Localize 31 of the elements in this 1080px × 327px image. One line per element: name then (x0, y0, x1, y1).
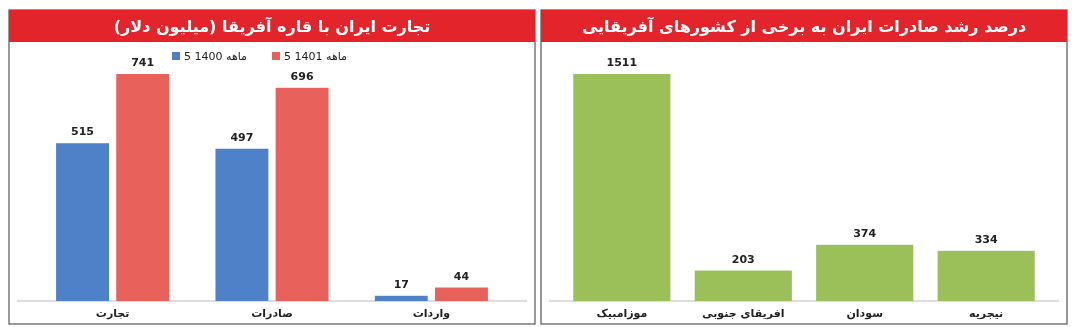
data-label: 203 (731, 252, 755, 266)
x-tick-label: افریقای جنوبی (702, 307, 785, 320)
data-label: 696 (290, 69, 314, 83)
bar (573, 74, 671, 301)
x-tick-label: سودان (846, 307, 883, 320)
bar (215, 148, 269, 301)
legend-label: 5 ماهه 1401 (284, 50, 348, 63)
data-label: 741 (131, 56, 155, 69)
data-label: 17 (393, 277, 409, 291)
bar (275, 87, 329, 301)
bar (434, 287, 488, 301)
bar (694, 270, 792, 301)
data-label: 374 (853, 226, 877, 240)
x-tick-label: صادرات (251, 307, 293, 320)
chart-title: درصد رشد صادرات ایران به برخی از کشورهای آفریقایی (581, 16, 1027, 36)
data-label: 497 (230, 130, 254, 144)
x-tick-label: تجارت (95, 307, 130, 320)
data-label: 334 (974, 232, 998, 246)
data-label: 515 (71, 125, 95, 139)
bar (116, 74, 170, 301)
bar (816, 244, 914, 301)
bar (937, 250, 1035, 301)
data-label: 1511 (606, 56, 638, 69)
legend-label: 5 ماهه 1400 (184, 50, 248, 63)
data-label: 44 (453, 269, 470, 283)
bar (56, 143, 110, 301)
x-tick-label: موزامبیک (596, 307, 648, 320)
x-tick-label: واردات (412, 307, 451, 320)
bar (374, 295, 428, 301)
x-tick-label: نیجریه (969, 307, 1004, 320)
chart-title: تجارت ایران با قاره آفریقا (میلیون دلار) (113, 16, 431, 36)
